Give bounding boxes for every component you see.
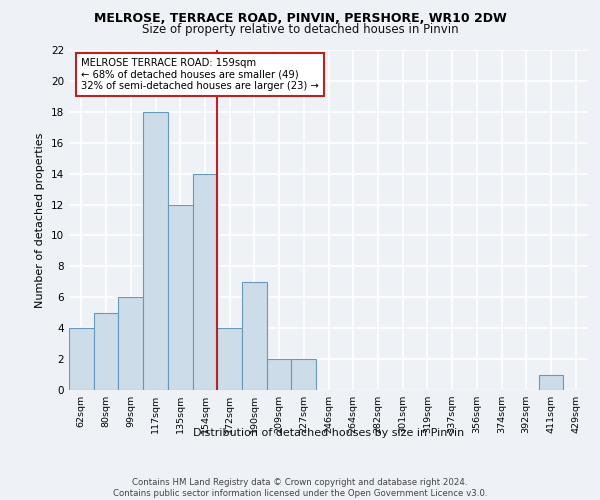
- Bar: [118, 298, 143, 390]
- Bar: [193, 174, 217, 390]
- Bar: [242, 282, 267, 390]
- Bar: [217, 328, 242, 390]
- Bar: [69, 328, 94, 390]
- Text: Contains HM Land Registry data © Crown copyright and database right 2024.
Contai: Contains HM Land Registry data © Crown c…: [113, 478, 487, 498]
- Bar: [539, 374, 563, 390]
- Bar: [292, 359, 316, 390]
- Bar: [168, 204, 193, 390]
- Text: Size of property relative to detached houses in Pinvin: Size of property relative to detached ho…: [142, 22, 458, 36]
- Bar: [94, 312, 118, 390]
- Y-axis label: Number of detached properties: Number of detached properties: [35, 132, 46, 308]
- Text: MELROSE TERRACE ROAD: 159sqm
← 68% of detached houses are smaller (49)
32% of se: MELROSE TERRACE ROAD: 159sqm ← 68% of de…: [82, 58, 319, 91]
- Text: Distribution of detached houses by size in Pinvin: Distribution of detached houses by size …: [193, 428, 464, 438]
- Bar: [267, 359, 292, 390]
- Bar: [143, 112, 168, 390]
- Text: MELROSE, TERRACE ROAD, PINVIN, PERSHORE, WR10 2DW: MELROSE, TERRACE ROAD, PINVIN, PERSHORE,…: [94, 12, 506, 26]
